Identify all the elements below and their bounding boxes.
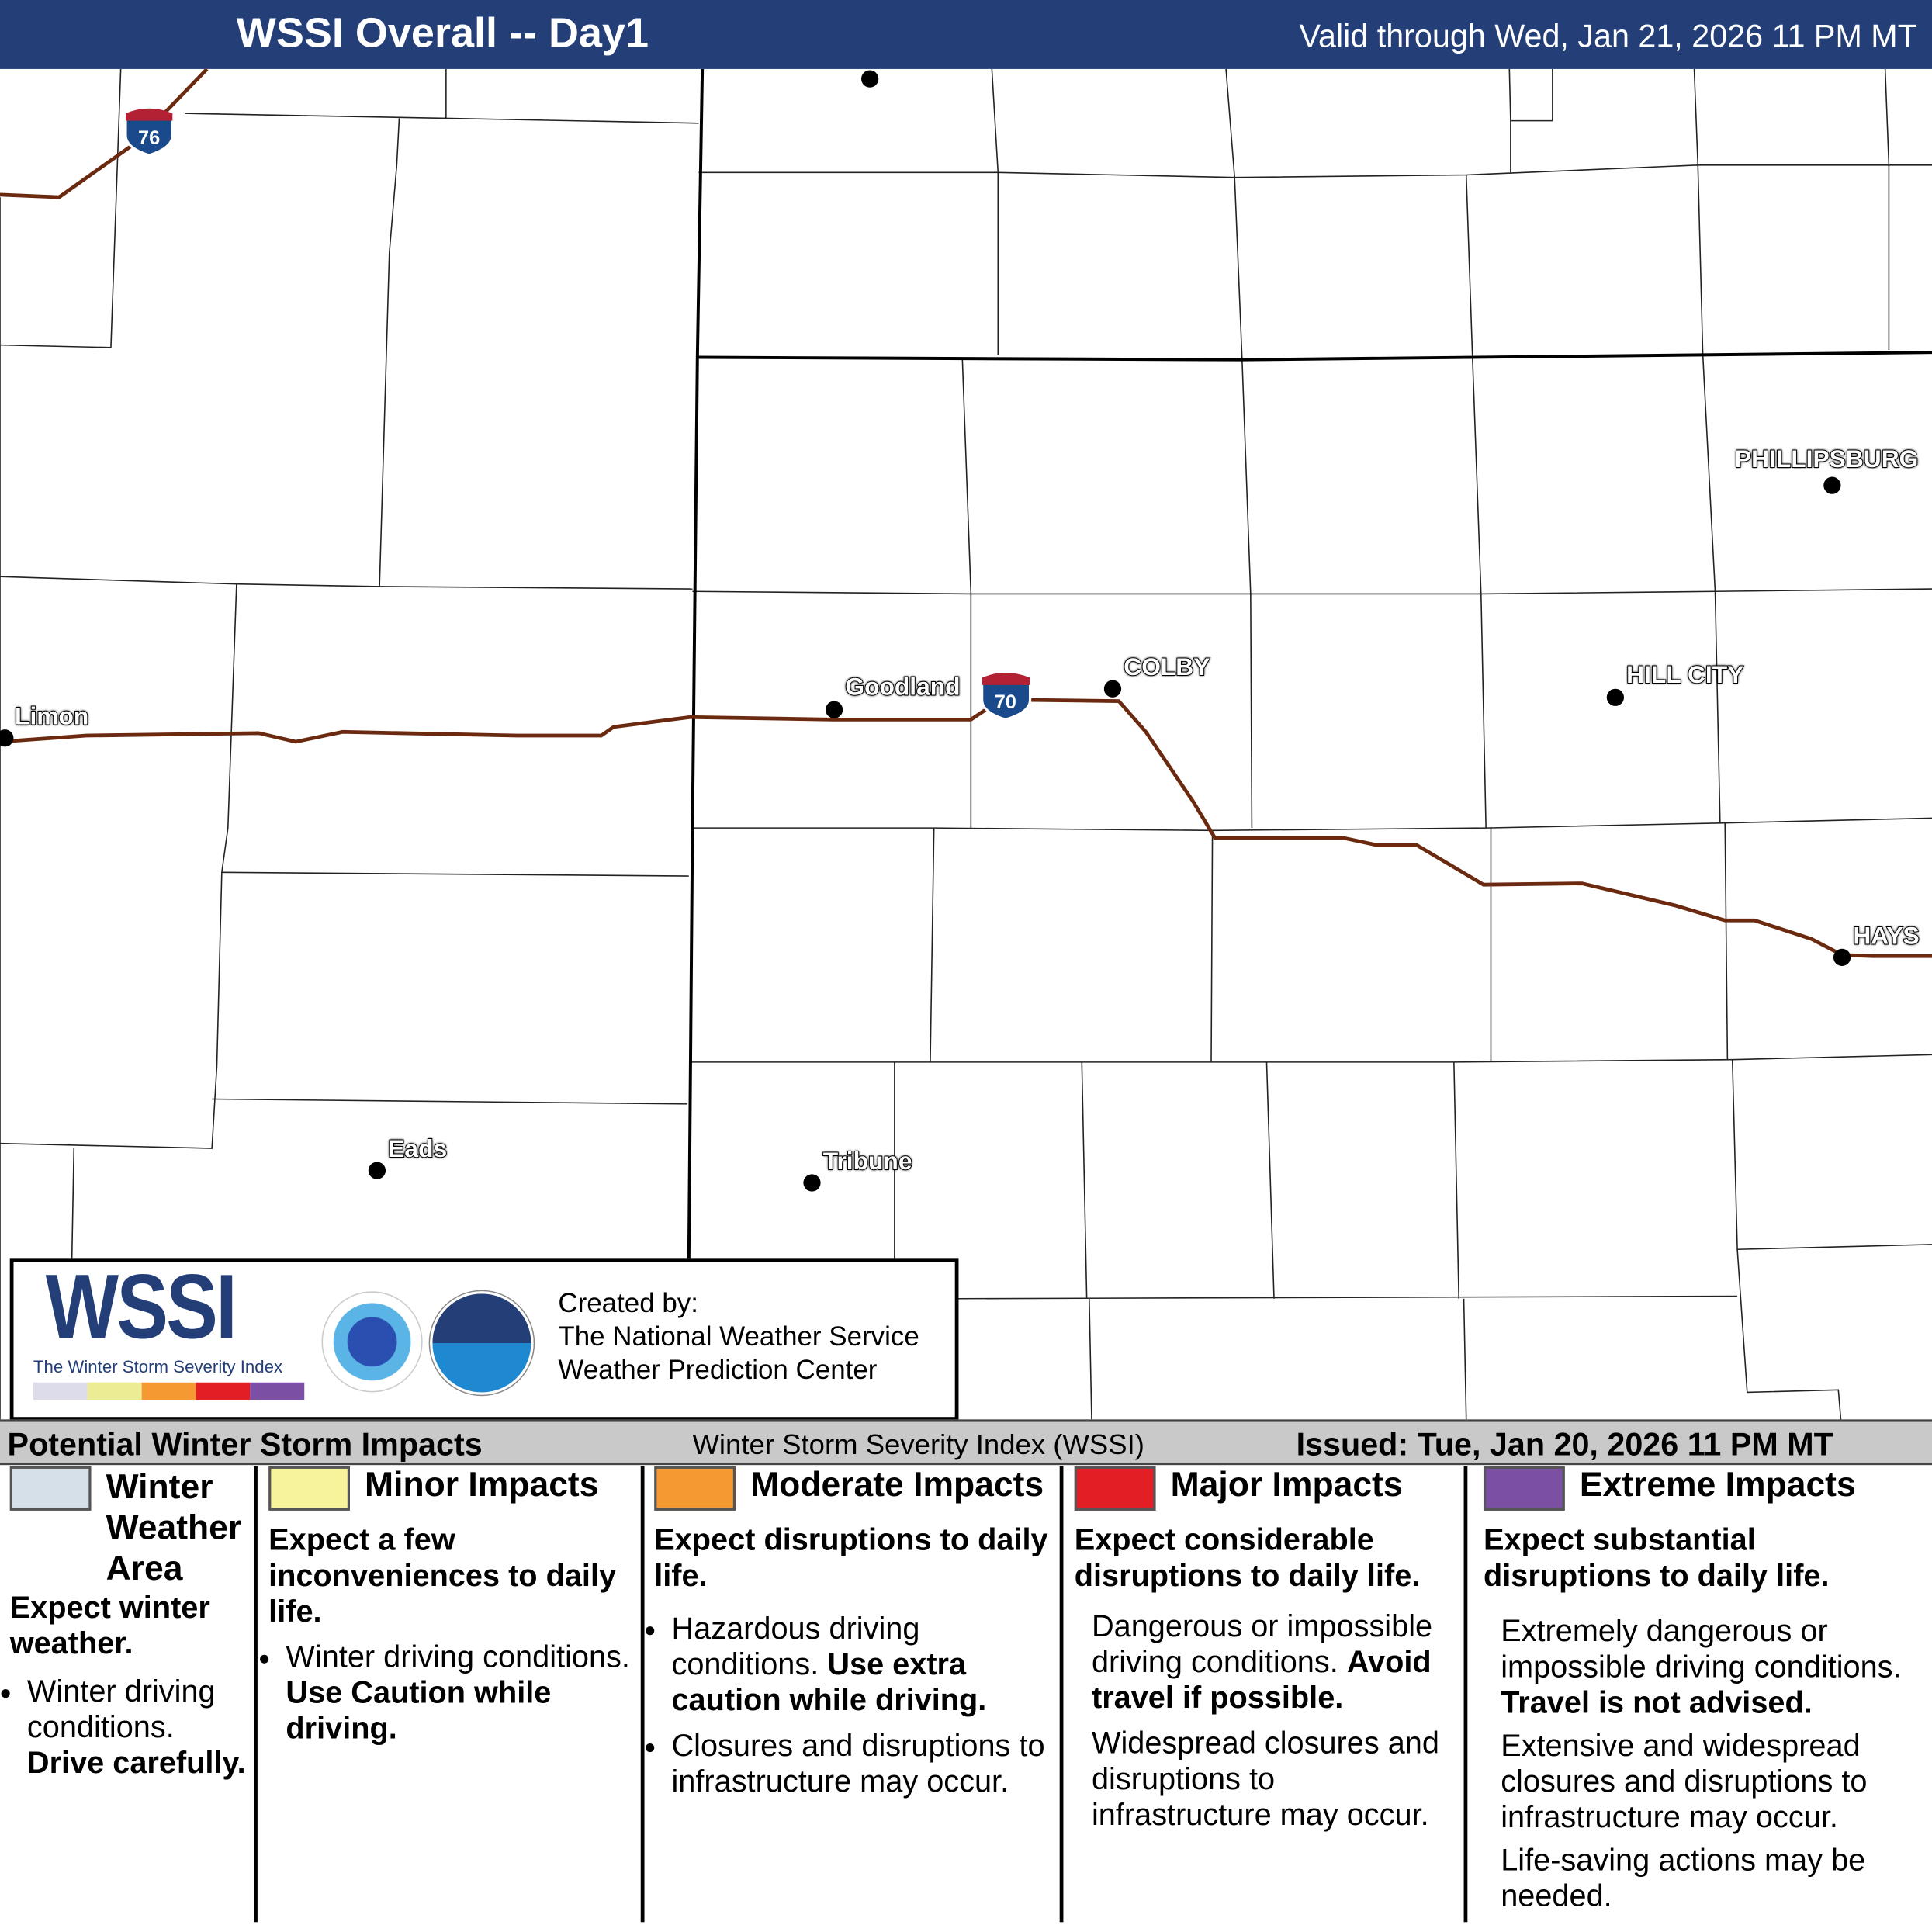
advice: Use Caution while driving. <box>286 1675 552 1747</box>
swatch <box>268 1466 350 1511</box>
legend-major: Major Impacts Expect considerable disrup… <box>1074 1465 1459 1833</box>
divider <box>1059 1466 1064 1923</box>
scale-swatch <box>87 1382 142 1400</box>
legend-winter-weather-area: Winter Weather Area Expect winter weathe… <box>9 1466 251 1792</box>
title-bar: WSSI Overall -- Day1 Valid through Wed, … <box>0 0 1932 69</box>
nws-logo-icon <box>321 1291 423 1393</box>
issued-time: Issued: Tue, Jan 20, 2026 11 PM MT <box>1296 1425 1833 1463</box>
org-wpc: Weather Prediction Center <box>558 1354 878 1385</box>
swatch <box>9 1466 92 1511</box>
org-nws: The National Weather Service <box>558 1321 919 1352</box>
map-title: WSSI Overall -- Day1 <box>236 9 649 57</box>
category-name: Extreme Impacts <box>1579 1465 1856 1504</box>
interstate-70-route <box>0 698 1932 958</box>
category-name: Winter Weather Area <box>106 1467 242 1587</box>
swatch <box>1483 1466 1565 1511</box>
bullet: Hazardous driving conditions. <box>671 1612 920 1682</box>
svg-text:76: 76 <box>138 127 160 149</box>
wssi-subtitle: The Winter Storm Severity Index <box>33 1356 283 1376</box>
scale-swatch <box>141 1382 196 1400</box>
svg-text:70: 70 <box>995 691 1016 713</box>
description: Extremely dangerous or impossible drivin… <box>1501 1614 1902 1684</box>
legend-extreme: Extreme Impacts Expect substantial disru… <box>1483 1465 1927 1915</box>
interstate-70-shield: 70 <box>981 673 1032 722</box>
bullet: Winter driving conditions. <box>26 1674 216 1745</box>
category-name: Minor Impacts <box>365 1465 599 1504</box>
legend-minor: Minor Impacts Expect a few inconvenience… <box>268 1466 638 1757</box>
description: Life-saving actions may be needed. <box>1501 1843 1866 1914</box>
legend-moderate: Moderate Impacts Expect disruptions to d… <box>654 1466 1054 1810</box>
scale-swatch <box>196 1382 251 1400</box>
category-summary: Expect winter weather. <box>9 1591 210 1661</box>
county-boundaries <box>0 68 1932 1420</box>
city-label-limon: Limon <box>14 703 89 732</box>
legend-header: Potential Winter Storm Impacts Winter St… <box>0 1419 1932 1466</box>
interstate-76-route <box>0 68 209 199</box>
description: Widespread closures and disruptions to i… <box>1091 1726 1439 1833</box>
credits-box: WSSI The Winter Storm Severity Index Cre… <box>9 1255 959 1421</box>
category-summary: Expect a few inconveniences to daily lif… <box>268 1522 617 1629</box>
category-summary: Expect substantial disruptions to daily … <box>1483 1522 1830 1594</box>
city-label-eads: Eads <box>387 1135 448 1164</box>
scale-swatch <box>250 1382 305 1400</box>
bullet: Closures and disruptions to infrastructu… <box>671 1729 1054 1800</box>
divider <box>254 1466 258 1923</box>
wssi-logo: WSSI <box>45 1255 237 1358</box>
city-label-goodland: Goodland <box>844 673 961 702</box>
category-name: Moderate Impacts <box>750 1465 1044 1504</box>
swatch <box>1074 1466 1156 1511</box>
created-by-label: Created by: <box>558 1287 698 1319</box>
credits-text: Created by: The National Weather Service… <box>558 1286 919 1387</box>
city-label-hays: HAYS <box>1852 922 1920 950</box>
city-label-hill-city: HILL CITY <box>1626 661 1744 690</box>
city-label-tribune: Tribune <box>822 1148 913 1176</box>
noaa-logo-icon <box>430 1291 534 1395</box>
city-label-colby: COLBY <box>1123 653 1210 682</box>
divider <box>640 1466 645 1923</box>
advice: Use extra caution while driving. <box>671 1647 987 1718</box>
category-summary: Expect considerable disruptions to daily… <box>1074 1522 1421 1594</box>
divider <box>1463 1466 1468 1923</box>
advice: Avoid travel if possible. <box>1091 1644 1432 1716</box>
category-summary: Expect disruptions to daily life. <box>654 1522 1048 1594</box>
city-label-phillipsburg: PHILLIPSBURG <box>1734 445 1919 474</box>
legend-title: Potential Winter Storm Impacts <box>7 1425 483 1463</box>
map: 76 70 <box>0 68 1932 1420</box>
advice: Travel is not advised. <box>1501 1685 1813 1720</box>
city-dots <box>0 70 1851 1192</box>
legend-index-name: Winter Storm Severity Index (WSSI) <box>692 1428 1144 1460</box>
state-boundaries <box>686 68 1932 1420</box>
interstate-76-shield: 76 <box>124 108 174 157</box>
valid-time: Valid through Wed, Jan 21, 2026 11 PM MT <box>1299 17 1917 54</box>
advice: Drive carefully. <box>26 1746 246 1781</box>
description: Dangerous or impossible driving conditio… <box>1091 1608 1433 1680</box>
scale-swatch <box>33 1382 88 1400</box>
description: Extensive and widespread closures and di… <box>1501 1728 1868 1835</box>
swatch <box>654 1466 736 1511</box>
category-name: Major Impacts <box>1170 1465 1403 1504</box>
bullet: Winter driving conditions. <box>286 1639 630 1675</box>
